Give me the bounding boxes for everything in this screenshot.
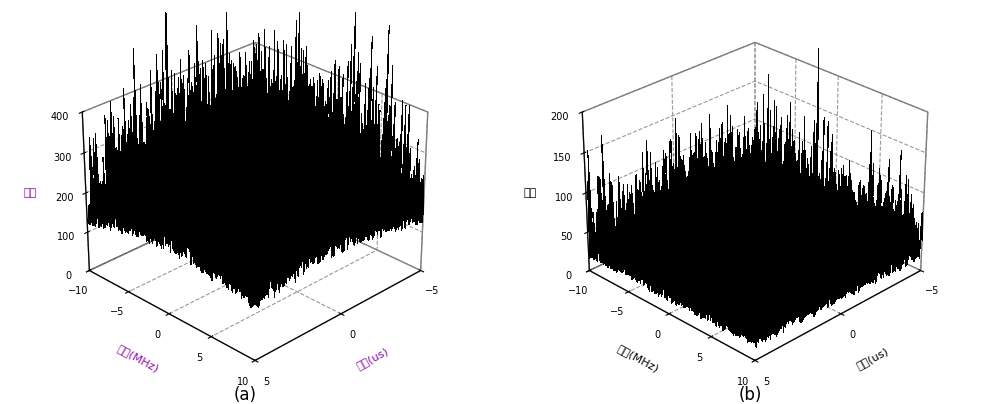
Text: (b): (b) bbox=[738, 386, 762, 404]
X-axis label: 时延(us): 时延(us) bbox=[355, 345, 390, 371]
Text: (a): (a) bbox=[234, 386, 256, 404]
X-axis label: 时延(us): 时延(us) bbox=[855, 345, 890, 371]
Y-axis label: 频偏(MHz): 频偏(MHz) bbox=[115, 343, 160, 373]
Y-axis label: 频偏(MHz): 频偏(MHz) bbox=[615, 343, 660, 373]
